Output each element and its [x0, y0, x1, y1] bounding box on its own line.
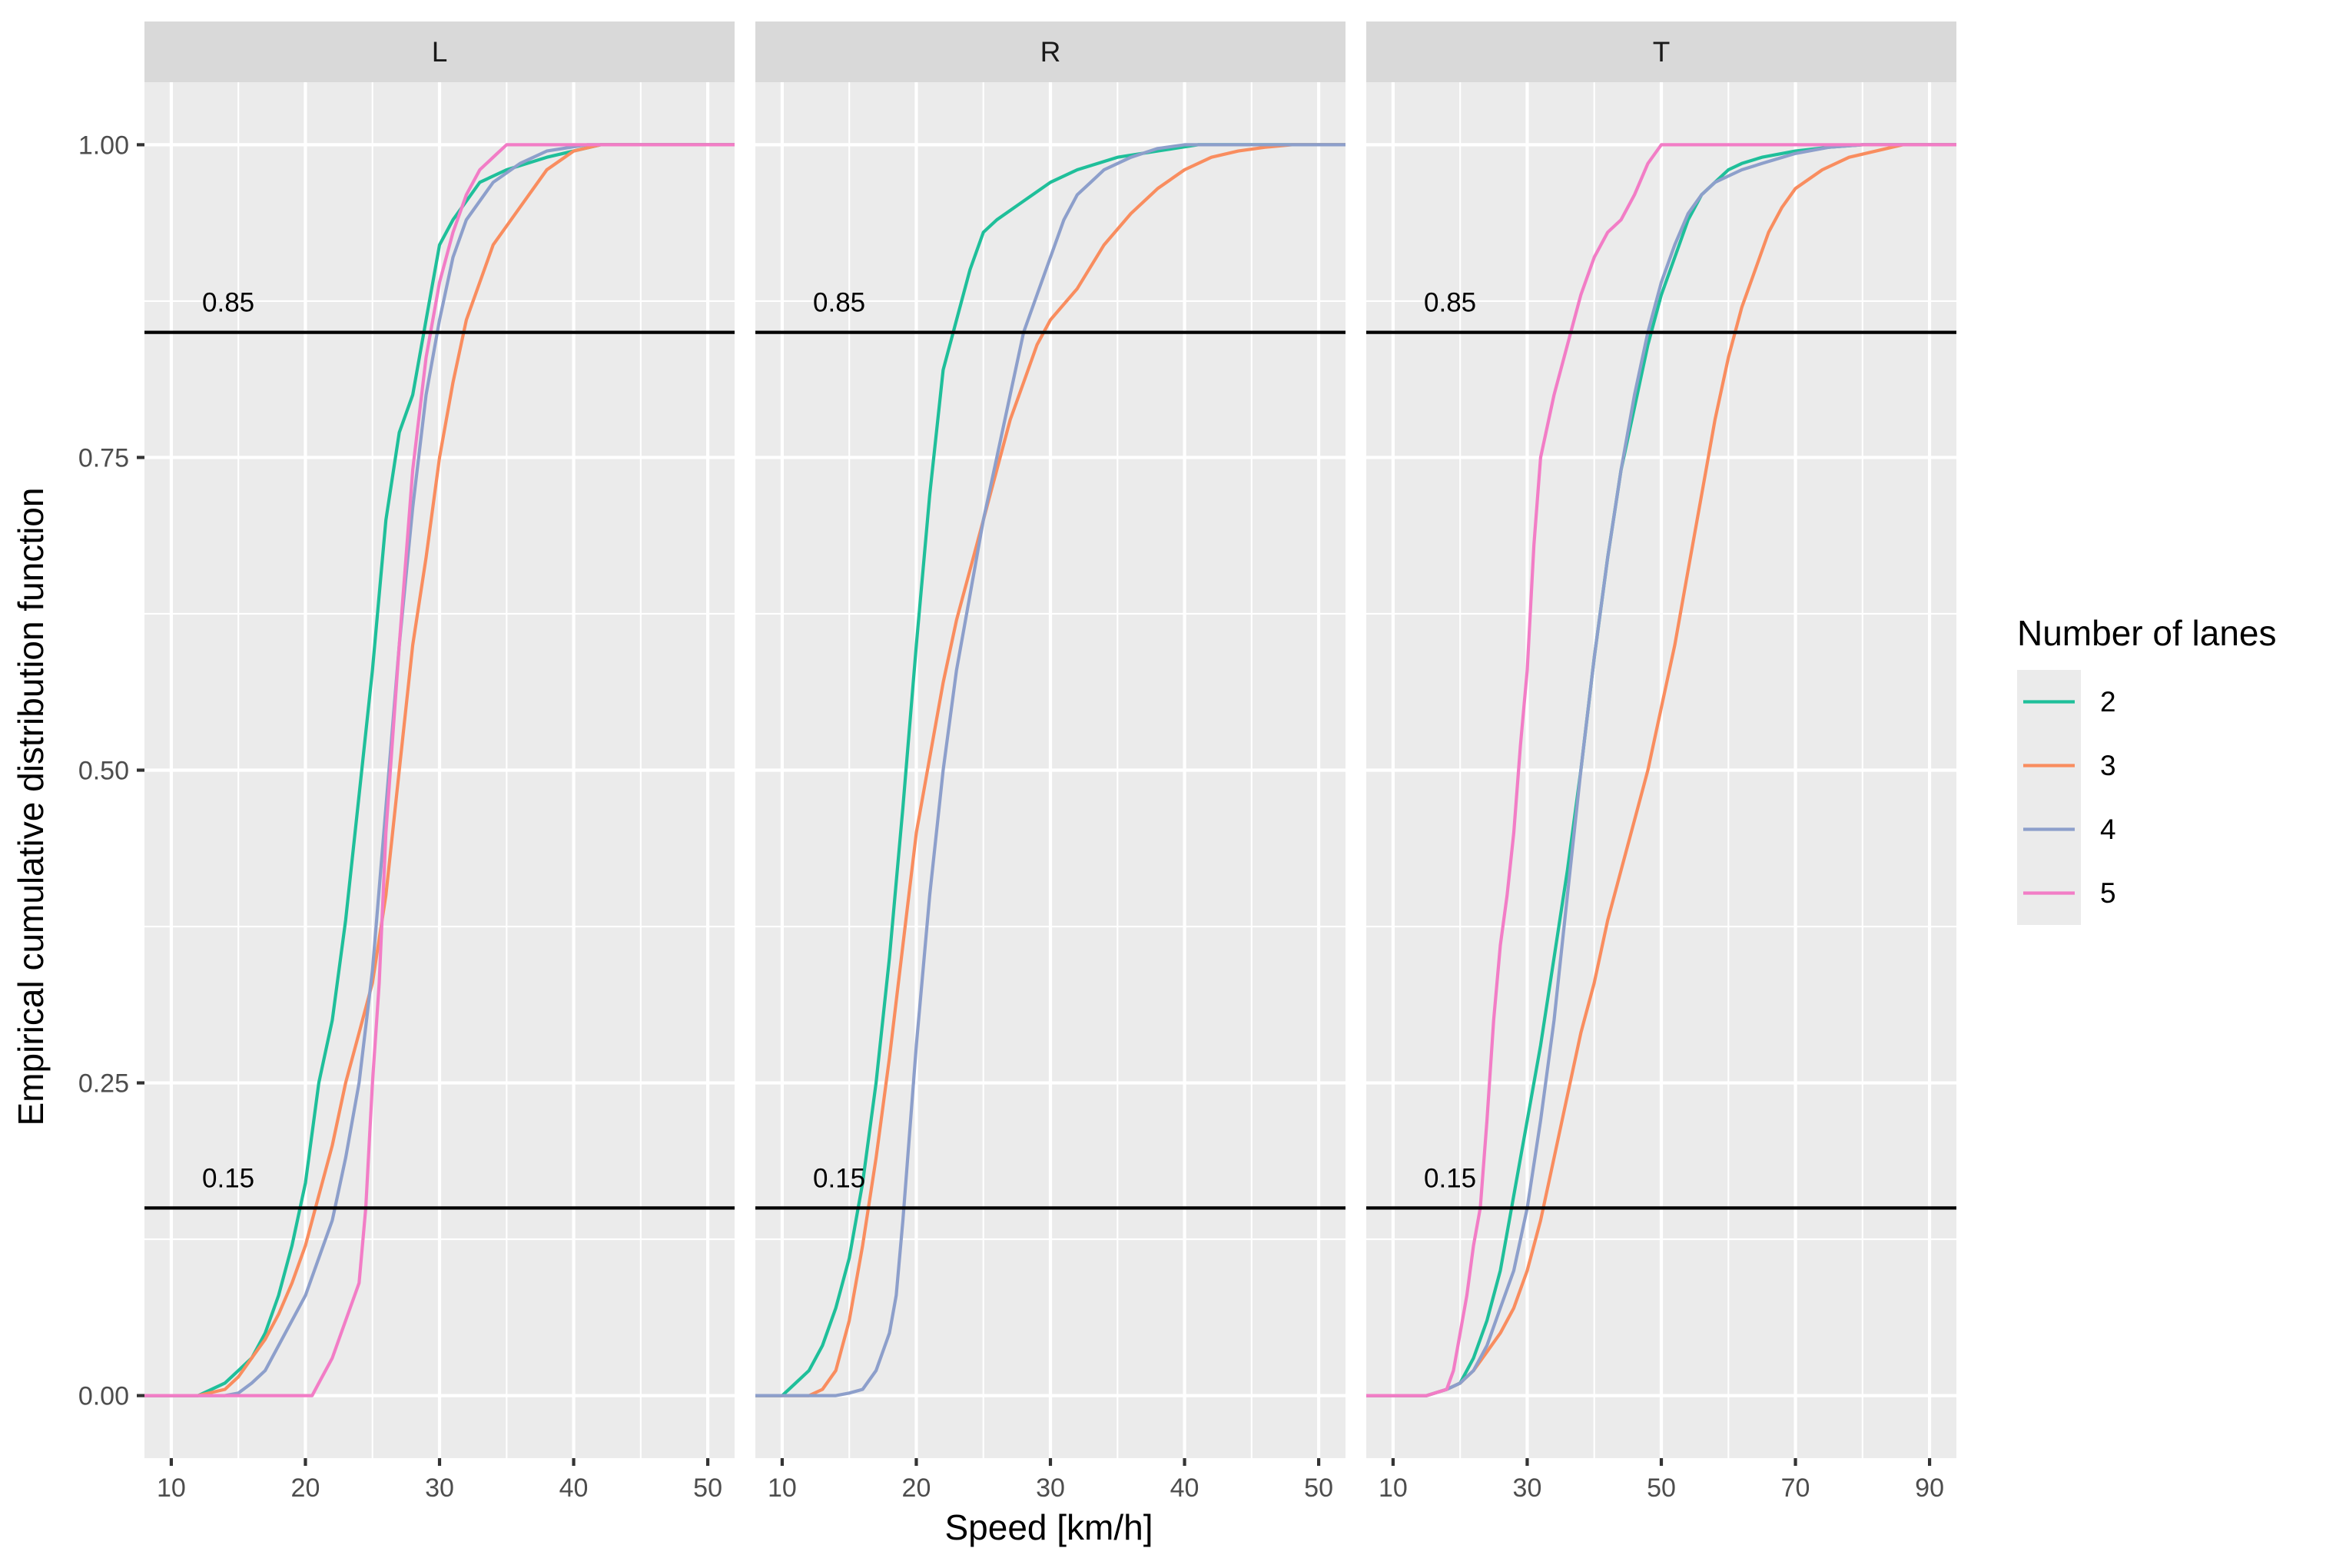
- series-line-5: [144, 143, 735, 1397]
- reference-label-0.15: 0.15: [202, 1163, 254, 1193]
- y-axis: 0.00 0.25 0.50 0.75 1.00: [78, 131, 144, 1411]
- legend-label-5: 5: [2100, 877, 2116, 909]
- x-tick-label: 30: [1513, 1474, 1542, 1503]
- x-tick-label: 30: [425, 1474, 454, 1503]
- facet-panels: L 10 20 30 40 50 0.85 0.15 R 10 20 30 40 50 0.85 0.15 T 1…: [144, 22, 1956, 1503]
- strip-label-L: L: [432, 36, 448, 68]
- x-tick-label: 50: [1304, 1474, 1333, 1503]
- strip-label-T: T: [1653, 36, 1671, 68]
- x-tick-label: 40: [1170, 1474, 1199, 1503]
- strip-T: [1366, 22, 1956, 82]
- panel-T: T 10 30 50 70 90 0.85 0.15: [1366, 22, 1956, 1503]
- legend-title: Number of lanes: [2017, 613, 2277, 653]
- legend: Number of lanes 2 3 4 5: [2017, 613, 2277, 925]
- legend-label-2: 2: [2100, 686, 2116, 718]
- y-tick-label: 0.50: [78, 757, 129, 786]
- x-axis-title: Speed [km/h]: [944, 1507, 1153, 1547]
- strip-R: [755, 22, 1345, 82]
- x-tick-label: 50: [1647, 1474, 1676, 1503]
- x-tick-label: 40: [559, 1474, 589, 1503]
- panel-R: R 10 20 30 40 50 0.85 0.15: [755, 22, 1345, 1503]
- x-tick-label: 70: [1781, 1474, 1810, 1503]
- x-tick-label: 50: [693, 1474, 722, 1503]
- y-tick-label: 0.00: [78, 1382, 129, 1411]
- reference-label-0.85: 0.85: [813, 288, 865, 318]
- y-tick-label: 0.25: [78, 1069, 129, 1099]
- series-group: [144, 143, 735, 1397]
- y-axis-title: Empirical cumulative distribution functi…: [11, 488, 51, 1126]
- legend-label-4: 4: [2100, 814, 2116, 845]
- series-line-4: [144, 143, 735, 1397]
- series-line-5: [1366, 143, 1956, 1397]
- x-tick-label: 20: [902, 1474, 931, 1503]
- x-tick-label: 20: [291, 1474, 320, 1503]
- legend-label-3: 3: [2100, 750, 2116, 781]
- x-tick-label: 90: [1915, 1474, 1944, 1503]
- panel-L: L 10 20 30 40 50 0.85 0.15: [144, 22, 735, 1503]
- reference-label-0.85: 0.85: [202, 288, 254, 318]
- series-line-2: [755, 143, 1345, 1397]
- series-line-3: [1366, 143, 1956, 1397]
- series-group: [755, 143, 1345, 1397]
- x-tick-label: 30: [1036, 1474, 1065, 1503]
- y-tick-label: 0.75: [78, 443, 129, 472]
- series-group: [1366, 143, 1956, 1397]
- reference-label-0.15: 0.15: [1424, 1163, 1476, 1193]
- x-tick-label: 10: [157, 1474, 186, 1503]
- series-line-4: [1366, 143, 1956, 1397]
- strip-L: [144, 22, 735, 82]
- y-tick-label: 1.00: [78, 131, 129, 160]
- reference-label-0.15: 0.15: [813, 1163, 865, 1193]
- x-tick-label: 10: [1379, 1474, 1408, 1503]
- strip-label-R: R: [1040, 36, 1061, 68]
- x-tick-label: 10: [768, 1474, 797, 1503]
- series-line-4: [755, 143, 1345, 1397]
- reference-label-0.85: 0.85: [1424, 288, 1476, 318]
